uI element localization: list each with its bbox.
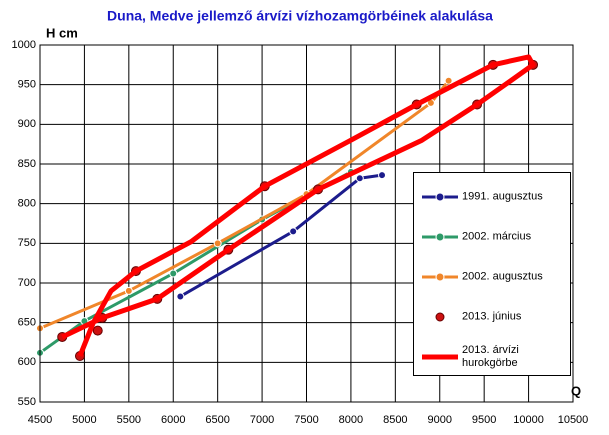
y-tick-label: 750 — [18, 237, 36, 249]
plot — [36, 54, 539, 361]
data-point — [92, 325, 103, 336]
data-point — [378, 171, 387, 180]
legend-label: 2002. augusztus — [462, 270, 543, 283]
data-point — [355, 174, 364, 183]
legend: 1991. augusztus 2002. március 2002. augusz… — [413, 172, 571, 376]
x-tick-label: 5000 — [72, 414, 96, 426]
y-tick-label: 800 — [18, 198, 36, 210]
series-line — [39, 79, 450, 330]
y-tick-label: 700 — [18, 277, 36, 289]
y-tick-label: 600 — [18, 356, 36, 368]
legend-item: 2013. árvízi hurokgörbe — [414, 339, 570, 375]
x-tick-label: 8500 — [383, 414, 407, 426]
x-tick-label: 9000 — [428, 414, 452, 426]
legend-icon — [422, 354, 458, 360]
legend-icon — [422, 272, 458, 282]
legend-item: 2013. június — [414, 299, 570, 335]
y-tick-label: 550 — [18, 396, 36, 408]
data-point — [289, 227, 298, 236]
data-point — [176, 292, 185, 301]
x-tick-label: 7500 — [294, 414, 318, 426]
y-axis-label: H cm — [46, 25, 78, 40]
legend-icon — [422, 192, 458, 202]
legend-marker — [435, 272, 445, 282]
legend-label: 2013. június — [462, 310, 522, 323]
y-tick-label: 650 — [18, 317, 36, 329]
x-tick-label: 6000 — [161, 414, 185, 426]
chart-title: Duna, Medve jellemző árvízi vízhozamgörb… — [107, 8, 493, 24]
x-tick-label: 7000 — [250, 414, 274, 426]
y-tick-label: 900 — [18, 118, 36, 130]
series-line — [61, 54, 536, 357]
legend-label: 2013. árvízi hurokgörbe — [462, 344, 519, 369]
y-tick-label: 850 — [18, 158, 36, 170]
y-tick-label: 1000 — [12, 39, 36, 51]
legend-icon — [422, 232, 458, 242]
data-point — [124, 286, 133, 295]
x-tick-label: 10500 — [558, 414, 589, 426]
x-axis-label: Q — [571, 383, 581, 398]
legend-marker — [435, 312, 445, 322]
x-tick-label: 10000 — [513, 414, 544, 426]
x-tick-label: 5500 — [117, 414, 141, 426]
series-line — [179, 173, 383, 298]
x-tick-label: 9500 — [472, 414, 496, 426]
data-point — [169, 269, 178, 278]
legend-icon — [435, 312, 445, 322]
legend-marker — [435, 192, 445, 202]
legend-marker — [435, 232, 445, 242]
x-tick-label: 8000 — [339, 414, 363, 426]
x-tick-label: 6500 — [205, 414, 229, 426]
data-point — [444, 76, 453, 85]
y-tick-label: 950 — [18, 79, 36, 91]
legend-item: 2002. augusztus — [414, 259, 570, 295]
legend-item: 1991. augusztus — [414, 179, 570, 215]
plot-frame — [39, 44, 574, 403]
x-tick-label: 4500 — [28, 414, 52, 426]
legend-label: 2002. március — [462, 230, 532, 243]
data-point — [213, 239, 222, 248]
legend-label: 1991. augusztus — [462, 190, 543, 203]
legend-item: 2002. március — [414, 219, 570, 255]
